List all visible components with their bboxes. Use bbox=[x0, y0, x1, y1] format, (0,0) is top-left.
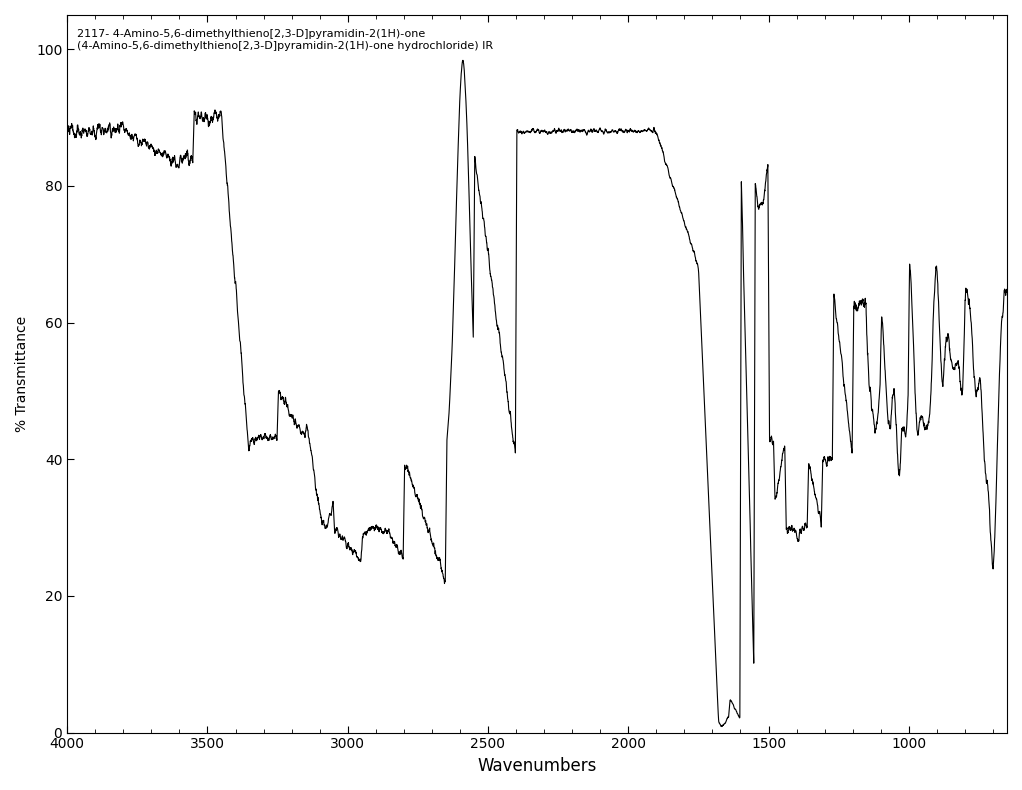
Y-axis label: % Transmittance: % Transmittance bbox=[15, 316, 29, 432]
Text: 2117- 4-Amino-5,6-dimethylthieno[2,3-D]pyramidin-2(1H)-one
(4-Amino-5,6-dimethyl: 2117- 4-Amino-5,6-dimethylthieno[2,3-D]p… bbox=[77, 29, 493, 51]
X-axis label: Wavenumbers: Wavenumbers bbox=[477, 757, 597, 775]
